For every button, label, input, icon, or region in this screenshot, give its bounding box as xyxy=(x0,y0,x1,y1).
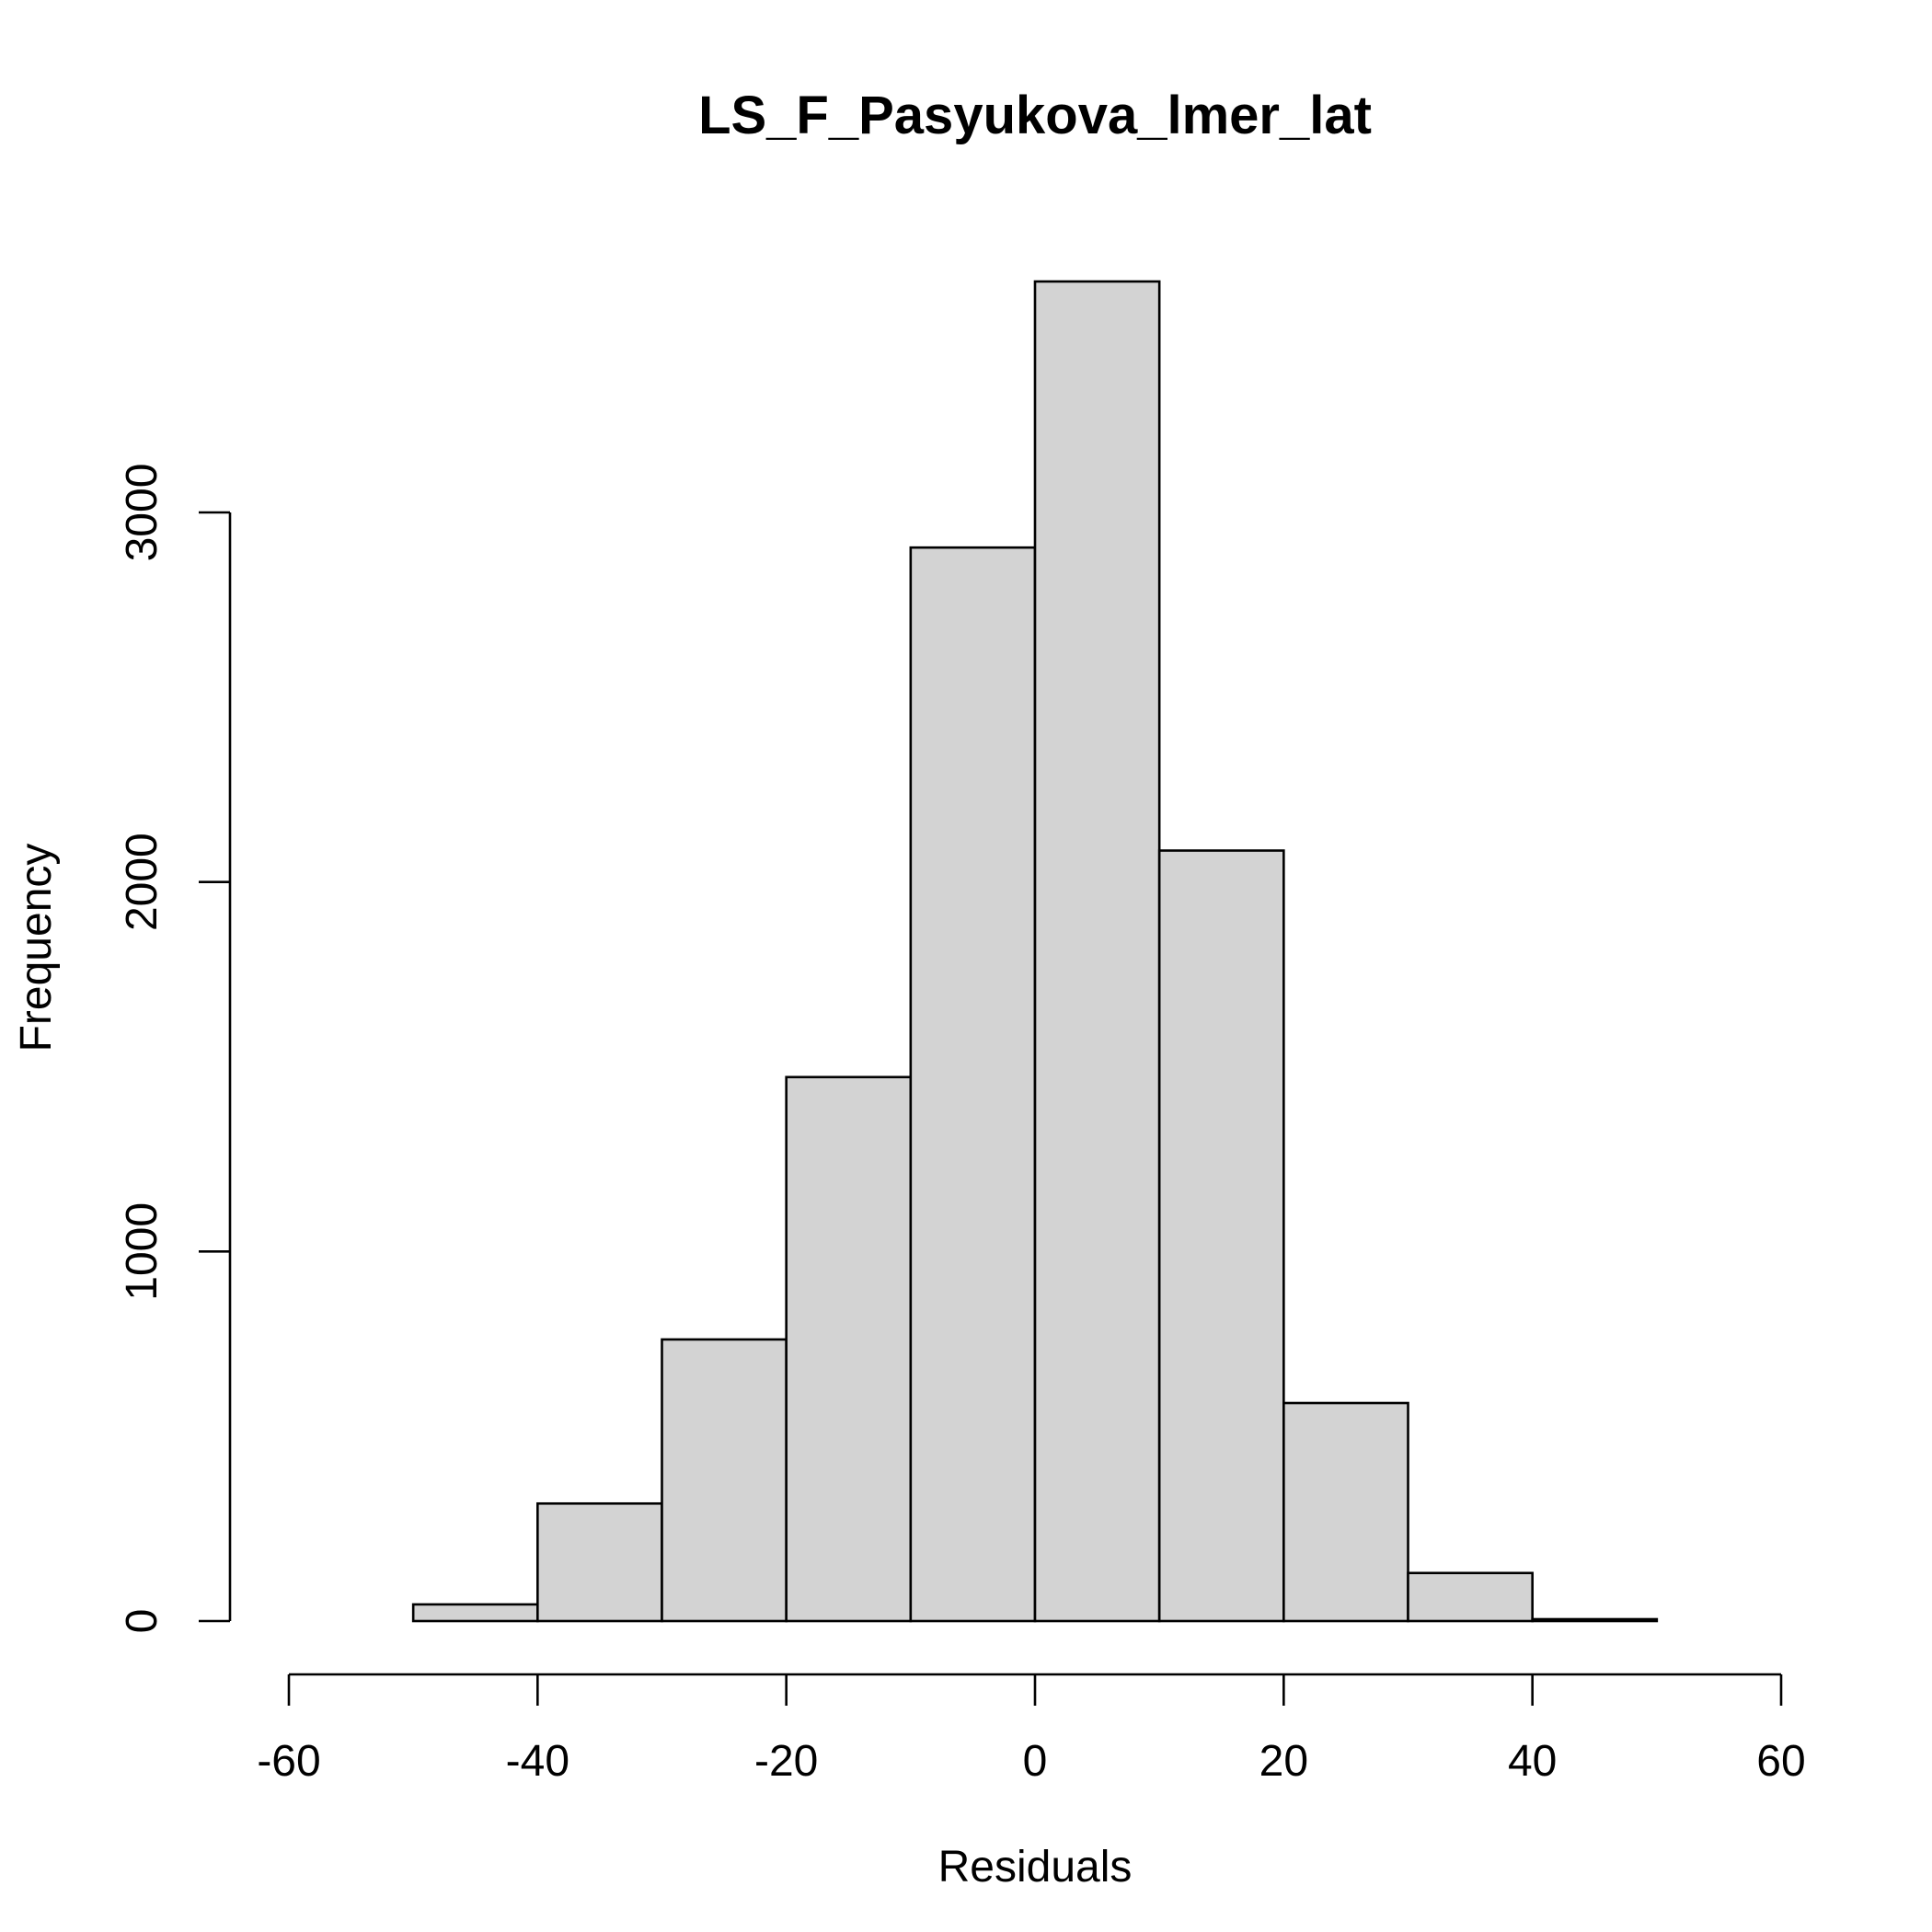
histogram-bar xyxy=(909,546,1037,1623)
x-tick-label: -20 xyxy=(754,1737,818,1786)
y-axis-label: Frequency xyxy=(12,844,61,1052)
x-tick-label: 40 xyxy=(1508,1737,1557,1786)
x-axis-label: Residuals xyxy=(938,1843,1133,1892)
chart-title: LS_F_Pasyukova_lmer_lat xyxy=(698,86,1372,145)
histogram-bar xyxy=(661,1338,788,1623)
x-tick-label: 60 xyxy=(1756,1737,1805,1786)
histogram-bar xyxy=(1033,280,1161,1623)
histogram-bar xyxy=(1282,1401,1409,1623)
x-tick-label: -40 xyxy=(506,1737,569,1786)
histogram-bars xyxy=(411,280,1659,1623)
histogram-bar xyxy=(411,1603,539,1623)
histogram-bar xyxy=(785,1075,913,1623)
y-tick-label: 2000 xyxy=(118,833,167,931)
histogram-bar xyxy=(1531,1617,1659,1623)
x-tick-label: 0 xyxy=(1023,1737,1048,1786)
y-tick-label: 3000 xyxy=(118,464,167,562)
x-tick-label: -60 xyxy=(257,1737,320,1786)
x-tick-label: 20 xyxy=(1259,1737,1308,1786)
y-axis: 0 1000 2000 3000 xyxy=(118,464,232,1634)
histogram-bar xyxy=(1157,849,1285,1623)
histogram-bar xyxy=(1407,1571,1534,1623)
histogram-bar xyxy=(536,1501,663,1623)
y-tick-label: 1000 xyxy=(118,1202,167,1301)
x-axis: -60 -40 -20 0 20 40 60 xyxy=(257,1673,1806,1786)
y-tick-label: 0 xyxy=(118,1609,167,1634)
